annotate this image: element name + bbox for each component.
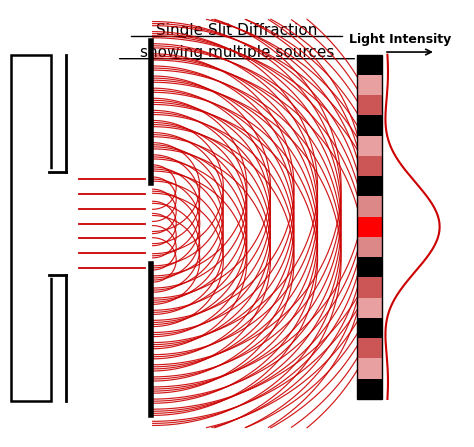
Bar xyxy=(357,278,382,298)
Bar xyxy=(357,95,382,115)
Bar xyxy=(357,75,382,95)
Text: showing multiple sources: showing multiple sources xyxy=(140,45,334,60)
Text: Light Intensity: Light Intensity xyxy=(349,33,451,46)
Bar xyxy=(357,379,382,399)
Bar xyxy=(357,176,382,196)
Bar xyxy=(357,136,382,156)
Bar xyxy=(357,55,382,399)
Bar xyxy=(357,358,382,379)
Bar xyxy=(357,338,382,358)
Bar xyxy=(357,318,382,338)
Bar xyxy=(357,115,382,136)
Bar xyxy=(357,237,382,257)
Bar xyxy=(357,298,382,318)
Bar xyxy=(357,257,382,278)
Bar xyxy=(357,196,382,217)
Bar xyxy=(357,217,382,237)
Bar xyxy=(11,55,51,401)
Bar xyxy=(357,156,382,176)
Text: Single Slit Diffraction: Single Slit Diffraction xyxy=(156,23,318,38)
Bar xyxy=(357,55,382,75)
